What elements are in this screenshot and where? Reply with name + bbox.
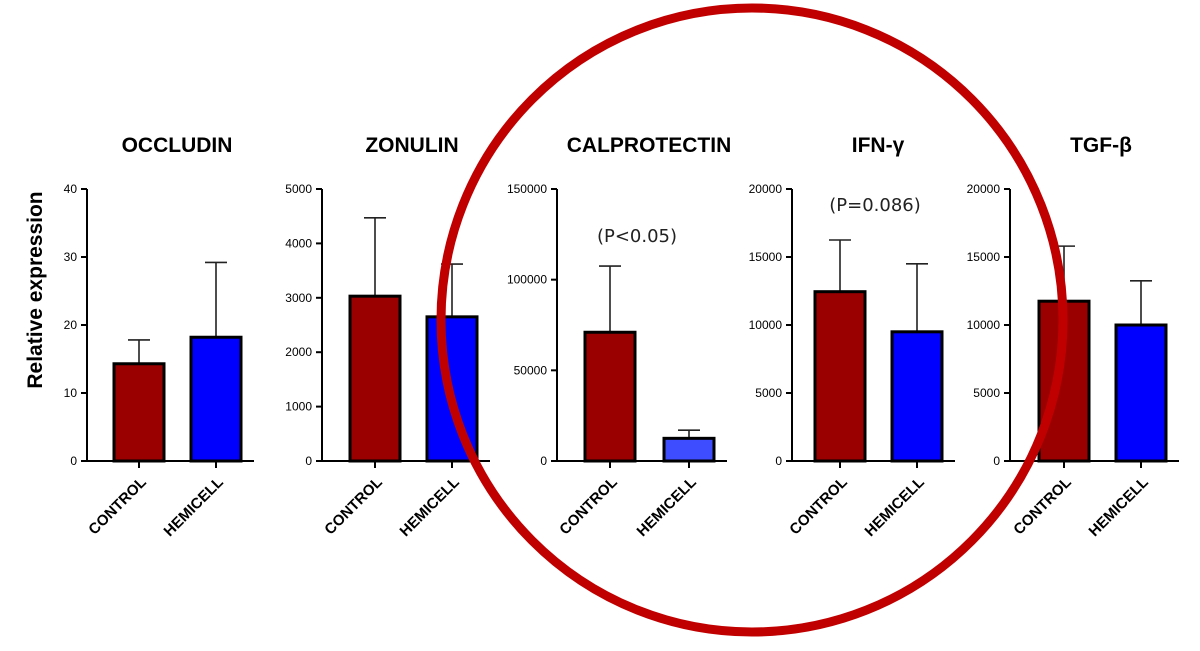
p-value-annotation: (P<0.05) [597,226,677,247]
category-label-control: CONTROL [85,474,149,538]
category-label-control: CONTROL [786,474,850,538]
bar-control [813,290,867,463]
category-label-control: CONTROL [321,474,385,538]
y-tick-label: 3000 [285,291,312,305]
bar-control [583,330,637,463]
bar-hemicell [890,330,944,463]
y-tick-label: 5000 [755,386,782,400]
y-tick-label: 0 [775,454,782,468]
chart-title: CALPROTECTIN [567,134,732,157]
bar-control [112,362,166,463]
y-tick-label: 100000 [507,273,547,287]
chart-title: TGF-β [1070,134,1132,157]
y-tick-label: 10000 [749,318,783,332]
y-tick-label: 20000 [749,182,783,196]
y-tick-label: 5000 [973,386,1000,400]
bar-hemicell [189,335,243,463]
chart-panel-4: IFN-γ (P=0.086) 0 5000 10000 15000 20000 CONTRO… [749,134,955,540]
bar-hemicell [1114,323,1168,463]
category-label-hemicell: HEMICELL [1086,474,1152,540]
y-tick-label: 50000 [514,363,548,377]
bar-control [348,294,402,463]
category-label-hemicell: HEMICELL [161,474,227,540]
chart-panel-3: CALPROTECTIN (P<0.05) 0 50000 100000 150000 CO… [507,134,731,540]
y-tick-label: 10000 [967,318,1001,332]
y-tick-label: 15000 [749,250,783,264]
y-tick-label: 0 [540,454,547,468]
category-label-hemicell: HEMICELL [397,474,463,540]
y-tick-label: 2000 [285,345,312,359]
y-tick-label: 20 [64,318,78,332]
y-tick-label: 15000 [967,250,1001,264]
y-tick-label: 10 [64,386,78,400]
y-tick-label: 40 [64,182,78,196]
y-tick-label: 30 [64,250,78,264]
highlight-circle [436,3,1068,637]
y-tick-label: 5000 [285,182,312,196]
chart-panel-2: ZONULIN 0 1000 2000 3000 4000 5000 CONTROL HEMIC… [285,134,490,540]
category-label-control: CONTROL [556,474,620,538]
category-label-hemicell: HEMICELL [862,474,928,540]
y-tick-label: 0 [305,454,312,468]
p-value-annotation: (P=0.086) [829,195,921,216]
category-label-hemicell: HEMICELL [634,474,700,540]
chart-title: IFN-γ [852,134,905,157]
chart-title: ZONULIN [365,134,458,157]
y-tick-label: 0 [70,454,77,468]
y-tick-label: 1000 [285,400,312,414]
y-tick-label: 20000 [967,182,1001,196]
y-axis-label: Relative expression [24,191,47,388]
y-tick-label: 4000 [285,236,312,250]
chart-panel-1: OCCLUDIN 0 10 20 30 40 CONTROL HEMICELL [64,134,254,540]
bar-hemicell [662,436,716,463]
y-tick-label: 150000 [507,182,547,196]
y-tick-label: 0 [993,454,1000,468]
chart-title: OCCLUDIN [122,134,233,157]
